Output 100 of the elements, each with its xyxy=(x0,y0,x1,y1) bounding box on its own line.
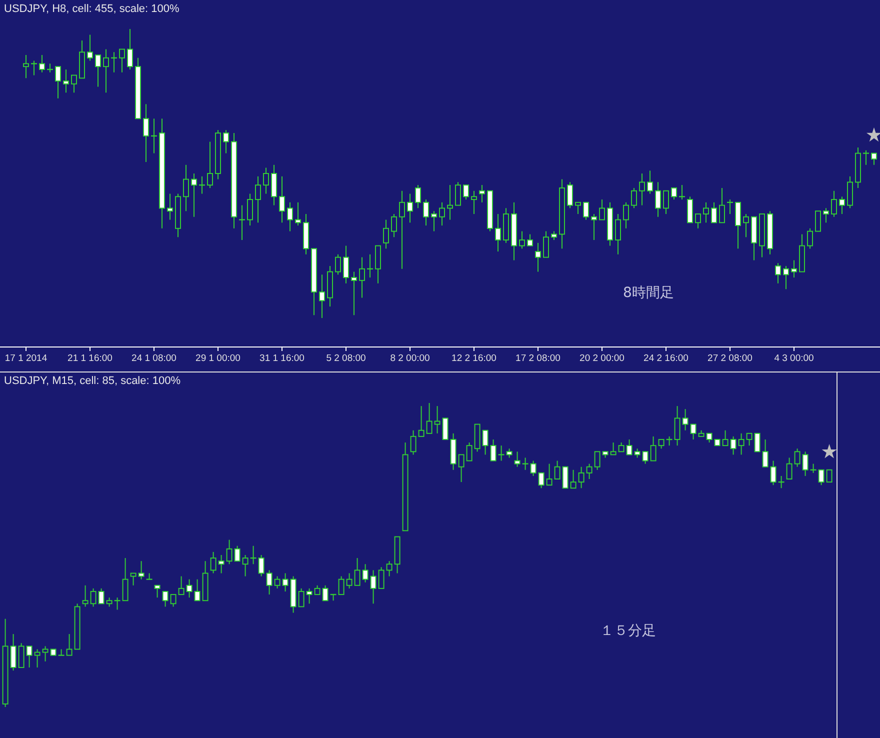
candlestick xyxy=(218,554,224,574)
candlestick xyxy=(554,460,560,480)
candlestick xyxy=(743,213,749,238)
candlestick xyxy=(90,588,96,608)
candlestick xyxy=(82,584,88,608)
candlestick xyxy=(807,228,813,250)
candlestick xyxy=(538,472,544,489)
candlestick xyxy=(210,551,216,574)
candlestick xyxy=(527,234,533,246)
candlestick xyxy=(594,451,600,470)
candlestick xyxy=(359,256,365,298)
candlestick xyxy=(722,430,728,446)
candlestick xyxy=(335,254,341,276)
candlestick xyxy=(495,213,501,252)
candlestick xyxy=(130,572,136,586)
candlestick xyxy=(514,451,520,468)
candlestick xyxy=(274,576,280,589)
candlestick xyxy=(410,430,416,456)
candlestick xyxy=(207,141,213,188)
candlestick xyxy=(279,176,285,224)
candlestick xyxy=(746,432,752,446)
x-tick-label: 29 1 00:00 xyxy=(196,353,240,364)
candlestick xyxy=(183,164,189,212)
candlestick xyxy=(626,438,632,456)
candlestick xyxy=(802,451,808,476)
candlestick xyxy=(615,213,621,255)
candlestick xyxy=(34,648,40,668)
candlestick xyxy=(831,190,837,218)
candlestick xyxy=(266,570,272,596)
candlestick xyxy=(599,199,605,220)
candlestick xyxy=(314,584,320,596)
candlestick xyxy=(426,402,432,434)
candlestick xyxy=(106,597,112,608)
candlestick xyxy=(442,418,448,440)
candlestick xyxy=(343,245,349,284)
candlestick xyxy=(618,442,624,452)
candlestick xyxy=(658,438,664,450)
candlestick xyxy=(823,208,829,224)
candlestick xyxy=(138,560,144,580)
candlestick xyxy=(530,460,536,476)
candlestick xyxy=(122,558,128,602)
candlestick xyxy=(634,448,640,458)
candlestick xyxy=(18,642,24,668)
candlestick xyxy=(735,202,741,250)
x-tick-label: 24 1 08:00 xyxy=(132,353,176,364)
candlestick xyxy=(671,187,677,200)
candlestick xyxy=(535,242,541,272)
candlestick xyxy=(610,442,616,456)
candlestick xyxy=(471,190,477,214)
candlestick xyxy=(711,202,717,224)
candlestick xyxy=(95,54,101,88)
candlestick xyxy=(439,202,445,226)
candlestick xyxy=(687,196,693,224)
candlestick xyxy=(63,68,69,94)
candlestick xyxy=(762,438,768,468)
candlestick xyxy=(42,646,48,662)
candlestick xyxy=(223,130,229,154)
x-tick-label: 8 2 00:00 xyxy=(390,353,430,364)
candlestick xyxy=(815,210,821,232)
candlestick xyxy=(351,271,357,316)
candlestick xyxy=(543,230,549,258)
x-tick-label: 12 2 16:00 xyxy=(452,353,496,364)
candlestick xyxy=(378,566,384,589)
candlestick xyxy=(546,463,552,486)
candlestick xyxy=(354,558,360,586)
candlestick xyxy=(26,646,32,668)
candlestick xyxy=(119,48,125,73)
x-tick-label: 24 2 16:00 xyxy=(644,353,688,364)
candlestick xyxy=(663,190,669,214)
candlestick xyxy=(263,167,269,194)
candlestick xyxy=(399,190,405,270)
candlestick xyxy=(391,213,397,238)
candlestick xyxy=(103,48,109,94)
x-tick-label: 31 1 16:00 xyxy=(260,353,304,364)
candlestick xyxy=(839,196,845,214)
candlestick xyxy=(346,572,352,589)
candlestick xyxy=(703,202,709,224)
x-tick-label: 17 2 08:00 xyxy=(516,353,560,364)
candlestick xyxy=(631,187,637,209)
candlestick xyxy=(431,210,437,232)
candlestick xyxy=(591,213,597,240)
candlestick xyxy=(170,594,176,608)
candlestick xyxy=(434,406,440,434)
candlestick xyxy=(415,184,421,209)
candlestick xyxy=(775,262,781,284)
candlestick xyxy=(586,463,592,480)
chart-title: USDJPY, H8, cell: 455, scale: 100% xyxy=(4,3,180,15)
candlestick xyxy=(682,408,688,431)
candlestick xyxy=(655,182,661,218)
candlestick xyxy=(498,445,505,462)
candlestick xyxy=(338,576,344,596)
candlestick xyxy=(39,54,45,73)
candlestick xyxy=(167,193,173,220)
candlestick xyxy=(562,466,568,489)
candlestick xyxy=(690,424,696,440)
candlestick xyxy=(418,406,424,437)
candlestick xyxy=(319,274,325,318)
candlestick xyxy=(567,182,573,209)
candlestick xyxy=(479,184,485,203)
candlestick xyxy=(271,164,277,206)
